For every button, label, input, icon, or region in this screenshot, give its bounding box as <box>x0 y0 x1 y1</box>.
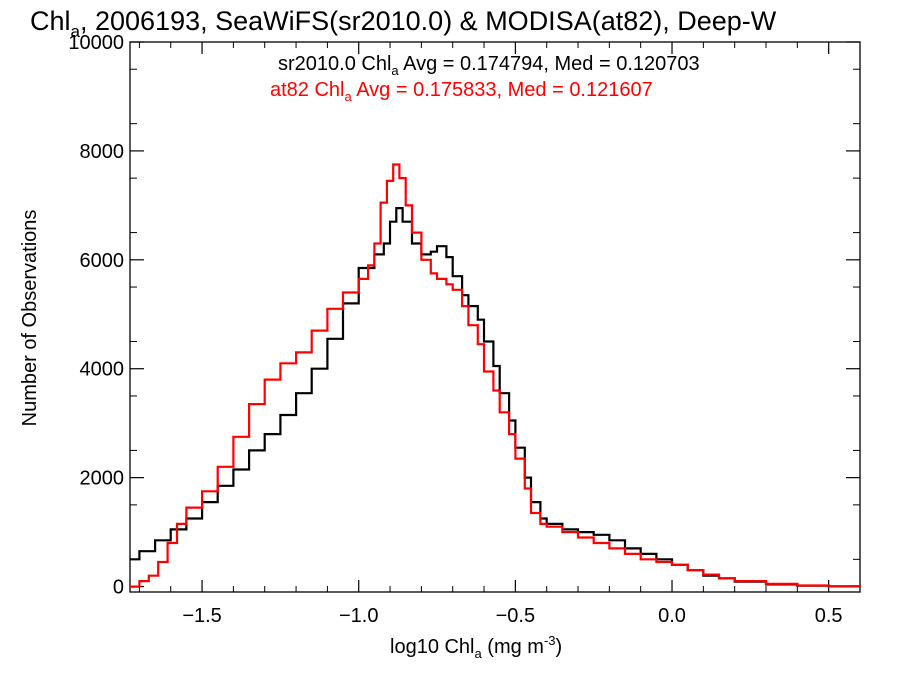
chart-title-subscript: a <box>71 22 81 41</box>
y-axis-label: Number of Observations <box>19 210 41 427</box>
series-line-sr2010-0 <box>130 207 862 588</box>
annotation-at82-prefix: at82 Chl <box>270 79 345 101</box>
y-tick-label: 4000 <box>80 359 125 381</box>
y-tick-label: 8000 <box>80 141 125 163</box>
annotation-at82-subscript: a <box>345 89 353 104</box>
annotation-sr2010: sr2010.0 Chla Avg = 0.174794, Med = 0.12… <box>278 53 700 78</box>
annotation-at82-rest: Avg = 0.175833, Med = 0.121607 <box>352 79 653 101</box>
y-tick-label: 2000 <box>80 468 125 490</box>
x-tick-label: 0.5 <box>815 605 843 627</box>
y-tick-label: 10000 <box>68 32 124 54</box>
annotation-sr2010-prefix: sr2010.0 Chl <box>278 53 391 75</box>
series-group <box>130 163 862 588</box>
x-tick-label: −1.0 <box>339 605 378 627</box>
x-axis-label-close: ) <box>556 636 563 658</box>
chart-title-rest: , 2006193, SeaWiFS(sr2010.0) & MODISA(at… <box>80 6 777 36</box>
x-tick-label: 0.0 <box>658 605 686 627</box>
x-axis-label-main: log10 Chl <box>390 636 475 658</box>
chart-title: Chla, 2006193, SeaWiFS(sr2010.0) & MODIS… <box>30 6 777 41</box>
annotation-sr2010-subscript: a <box>391 63 399 78</box>
y-tick-labels: 0 2000 4000 6000 8000 10000 <box>68 32 124 599</box>
chart-title-main: Chl <box>30 6 71 36</box>
y-tick-label: 0 <box>113 577 124 599</box>
annotation-at82: at82 Chla Avg = 0.175833, Med = 0.121607 <box>270 79 653 104</box>
x-tick-label: −1.5 <box>182 605 221 627</box>
annotation-sr2010-rest: Avg = 0.174794, Med = 0.120703 <box>399 53 700 75</box>
x-tick-label: −0.5 <box>496 605 535 627</box>
x-axis-label-superscript: -3 <box>544 633 556 648</box>
x-axis-label-subscript: a <box>475 646 483 661</box>
x-tick-labels: −1.5 −1.0 −0.5 0.0 0.5 <box>182 605 842 627</box>
plot-frame <box>129 41 861 593</box>
axis-ticks <box>130 41 861 592</box>
x-axis-label-unit: (mg m <box>482 636 544 658</box>
series-line-at82 <box>130 163 862 588</box>
y-tick-label: 6000 <box>80 250 125 272</box>
x-axis-label: log10 Chla (mg m-3) <box>390 633 562 661</box>
